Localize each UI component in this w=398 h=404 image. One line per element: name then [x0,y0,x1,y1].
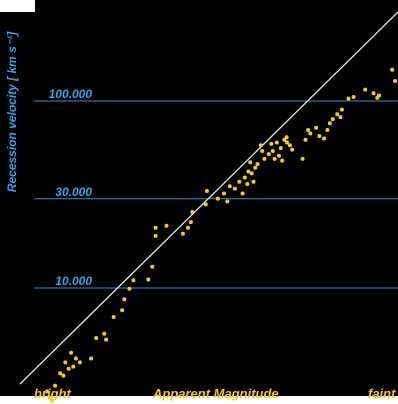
data-point [339,107,344,112]
data-point [393,79,398,83]
data-point [232,186,237,191]
data-point [246,169,251,174]
data-point [272,156,277,161]
data-point [277,153,281,158]
data-point [248,160,253,165]
data-point [290,147,295,152]
data-point [164,223,169,228]
data-point [186,225,190,230]
top-left-white-corner [0,0,35,12]
y-tick-label: 30.000 [55,185,92,199]
data-point [66,366,71,371]
data-point [71,364,76,369]
x-label-bright: bright [34,386,71,401]
data-point [227,184,232,189]
data-points [45,67,398,403]
data-point [346,96,351,101]
data-point [89,356,94,361]
data-point [262,156,267,161]
trend-line [19,11,398,385]
data-point [338,115,343,120]
data-point [330,117,335,122]
data-point [77,360,82,365]
data-point [253,165,258,170]
y-tick-labels: 10.000 30.000 100.000 [49,87,93,288]
data-point [242,175,247,180]
data-point [245,182,250,186]
data-point [306,128,311,132]
data-point [240,191,245,196]
data-point [94,336,99,340]
data-point [251,179,256,184]
data-point [47,395,52,400]
data-point [317,134,322,138]
data-point [322,136,327,141]
data-point [249,171,254,176]
data-point [61,373,66,378]
data-point [255,162,260,167]
data-point [49,398,54,403]
data-point [127,286,132,291]
data-point [153,225,158,230]
data-point [363,87,368,92]
data-point [53,383,58,388]
data-point [280,158,285,163]
data-point [237,179,242,184]
data-point [260,149,265,153]
data-point [327,121,332,126]
data-point [270,149,275,153]
data-point [300,156,305,161]
data-point [314,125,319,130]
data-point [104,337,109,342]
x-label-faint: faint [368,386,396,401]
data-point [73,356,78,361]
data-point [225,199,230,204]
data-point [122,297,127,302]
data-point [285,140,289,145]
data-point [45,389,50,394]
data-point [180,231,185,236]
data-point [102,331,107,336]
data-point [269,141,274,146]
y-tick-label: 10.000 [55,274,92,288]
data-point [351,95,356,99]
bottom-white-strip [0,396,398,404]
data-point [58,371,63,376]
data-point [131,278,136,283]
y-tick-label: 100.000 [49,87,93,101]
data-point [325,128,330,132]
data-point [111,315,116,319]
data-point [153,233,158,238]
data-point [377,93,382,98]
data-point [258,143,263,148]
data-point [150,264,155,269]
data-point [190,210,195,214]
data-point [390,67,395,72]
data-point [282,137,287,142]
data-point [287,143,292,148]
data-point [204,189,209,193]
data-point [188,220,193,225]
data-point [308,131,313,136]
data-point [274,140,279,145]
data-point [278,146,283,151]
data-point [69,350,74,355]
data-point [284,135,289,140]
data-point [266,152,271,157]
data-point [63,360,68,365]
data-point [222,191,226,196]
data-point [215,196,220,201]
y-axis-label: Recession velocity [ km s⁻¹] [5,31,19,192]
data-point [120,308,125,313]
data-point [203,202,208,207]
x-axis-label: Apparent Magnitude [152,386,279,401]
data-point [335,112,340,117]
data-point [371,91,376,96]
data-point [146,277,151,282]
data-point [303,137,308,142]
